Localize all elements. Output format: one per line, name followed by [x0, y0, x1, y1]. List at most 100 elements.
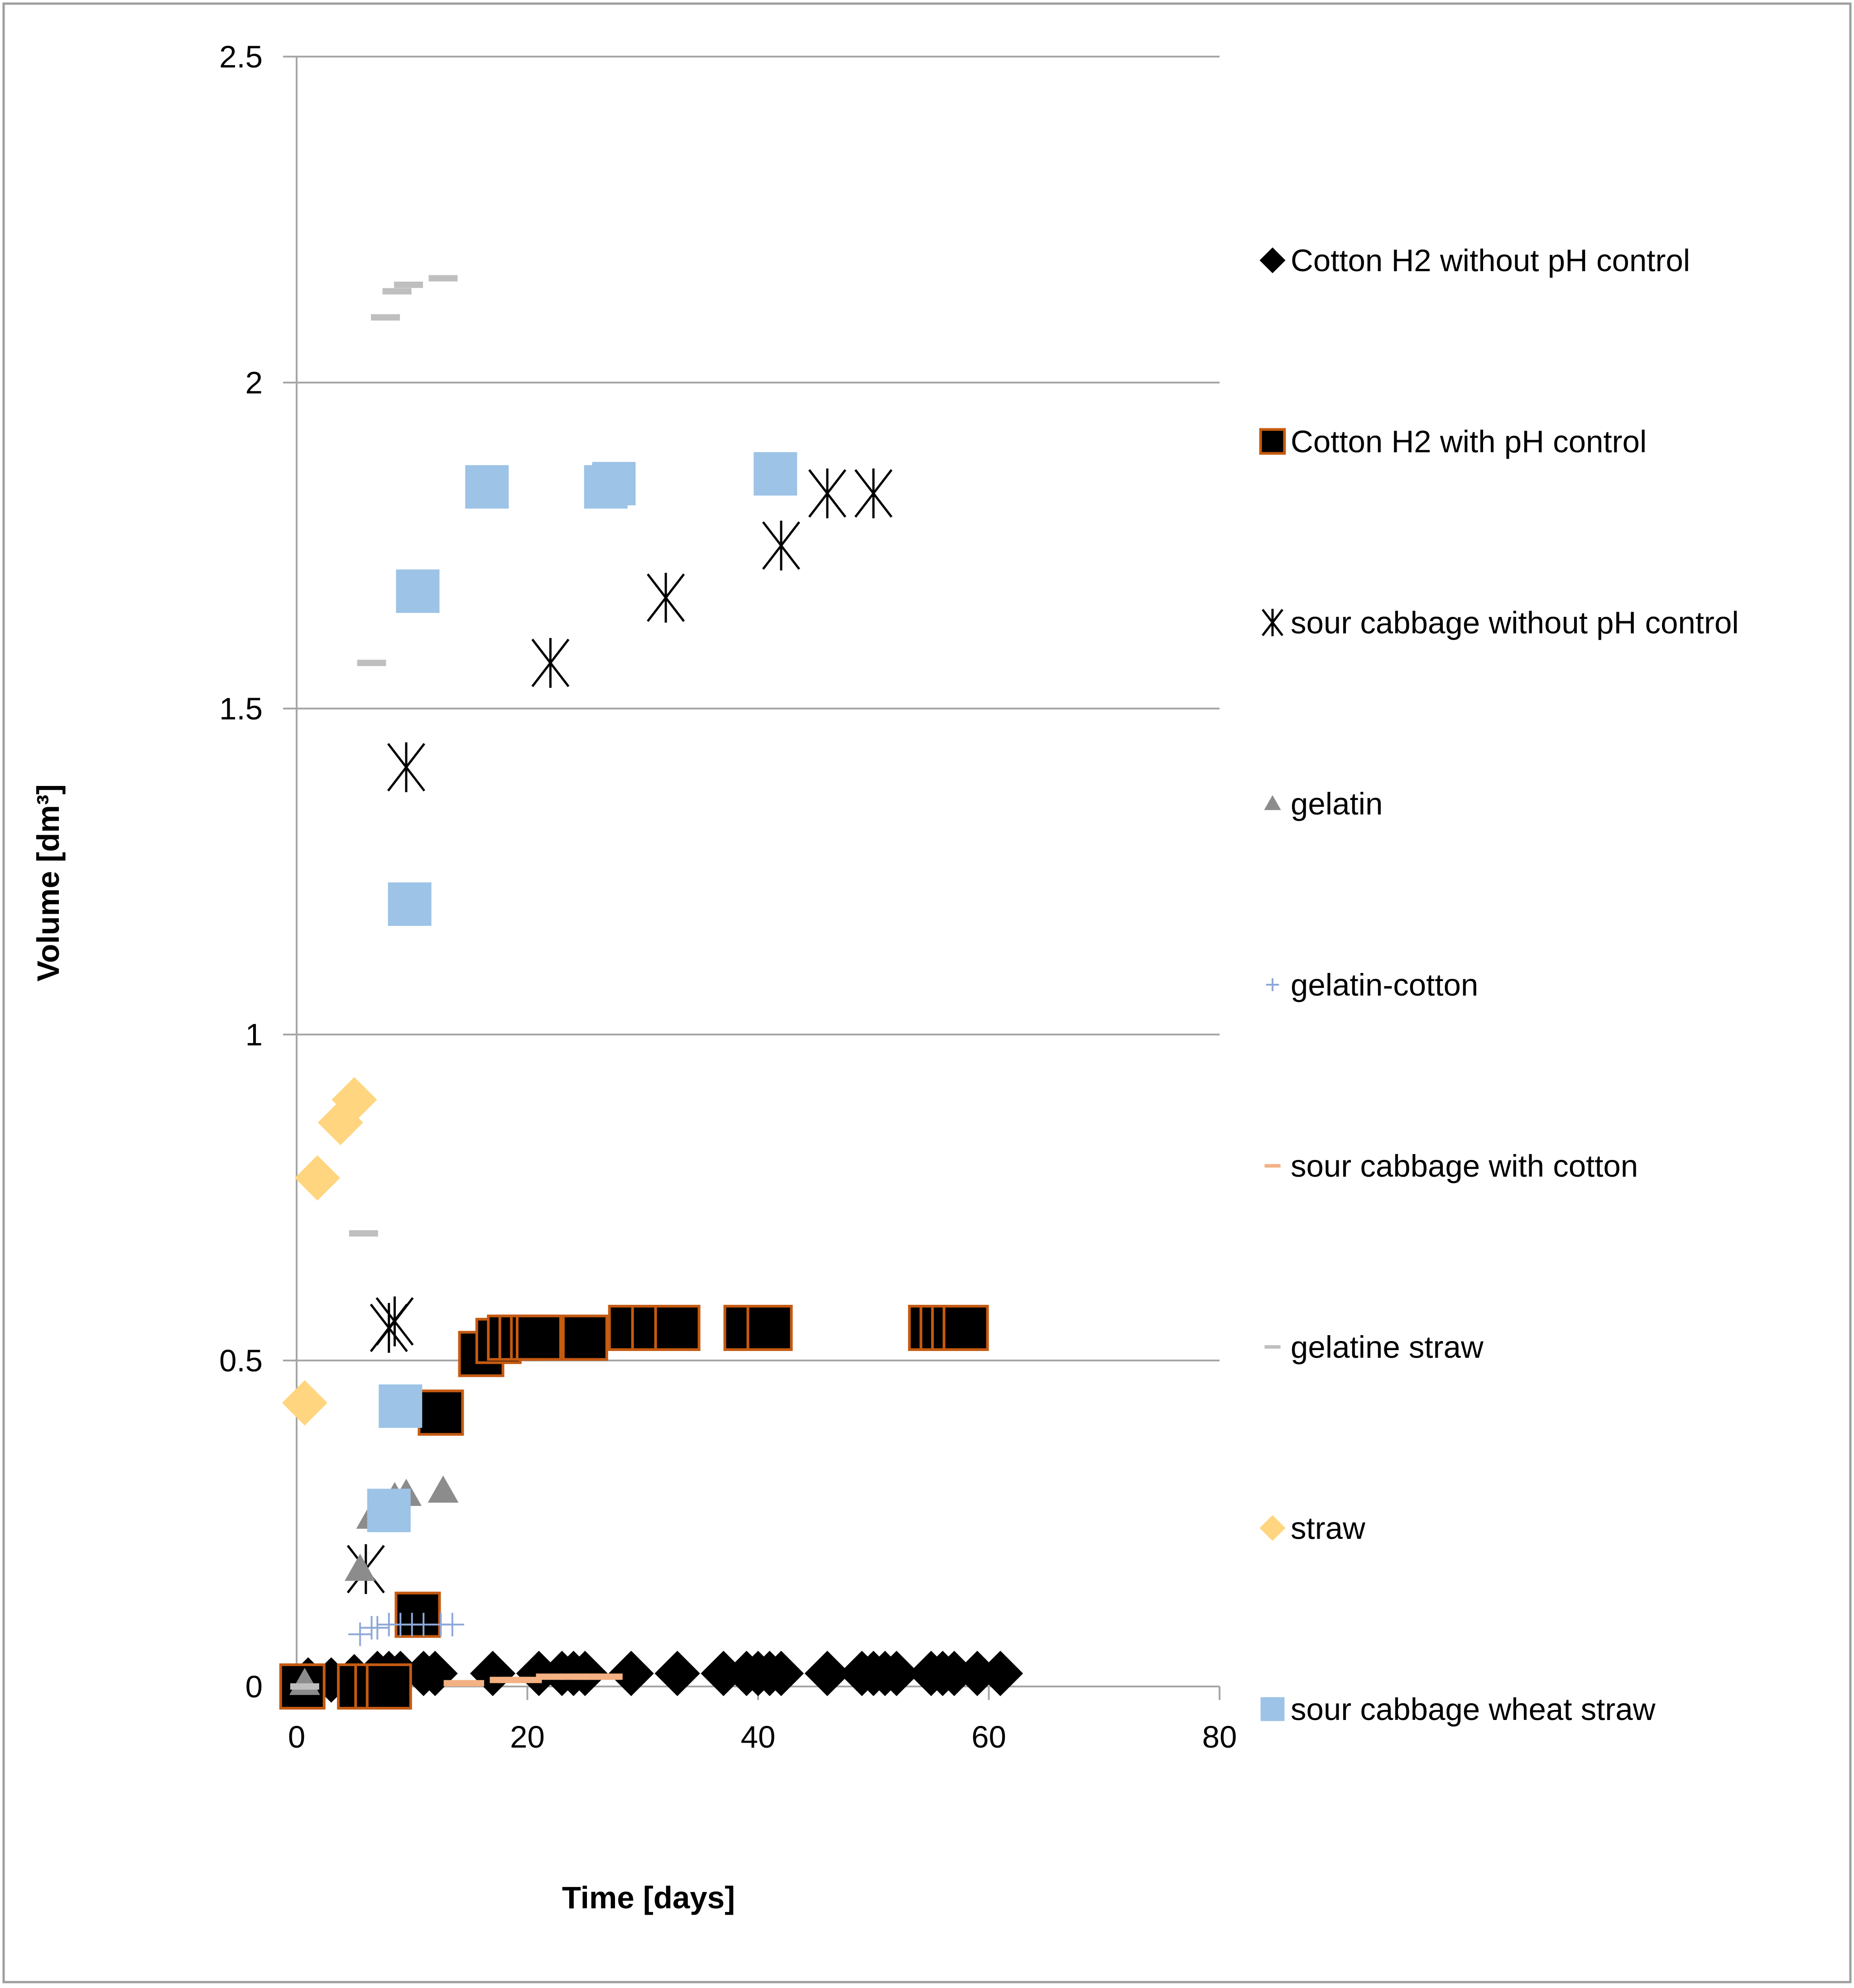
data-point — [382, 288, 412, 295]
data-point — [513, 1677, 542, 1683]
data-point — [874, 1651, 919, 1696]
legend-label: Cotton H2 without pH control — [1291, 243, 1690, 278]
data-point — [294, 1155, 340, 1201]
legend-item: gelatin-cotton — [1266, 968, 1478, 1002]
legend-marker — [1262, 608, 1283, 637]
x-axis-title: Time [days] — [562, 1880, 735, 1915]
legend-item: sour cabbage wheat straw — [1260, 1692, 1656, 1727]
data-point — [375, 1296, 414, 1346]
axes: 0 0.5 1 1.5 2 2.5 0 20 40 60 80 — [219, 39, 1237, 1754]
data-point — [608, 1651, 654, 1696]
legend-marker — [1260, 1697, 1285, 1721]
data-point — [515, 1314, 562, 1361]
series-4 — [348, 1613, 464, 1646]
y-tick-label: 1 — [245, 1017, 263, 1052]
legend-label: Cotton H2 with pH control — [1291, 424, 1647, 459]
data-point — [854, 468, 893, 518]
series-7 — [282, 1077, 377, 1426]
data-point — [394, 1591, 441, 1638]
data-point — [365, 1663, 412, 1710]
series-5 — [443, 1673, 623, 1686]
legend-marker — [1259, 247, 1286, 273]
x-tick-label: 40 — [741, 1720, 776, 1754]
data-point — [331, 1077, 377, 1123]
legend-marker — [1264, 1164, 1281, 1168]
x-tick-label: 20 — [510, 1720, 545, 1754]
data-point — [804, 1651, 850, 1696]
data-point — [531, 638, 570, 688]
data-point — [349, 1230, 378, 1237]
data-point — [654, 1305, 701, 1351]
data-point — [290, 1683, 319, 1690]
data-point — [388, 882, 432, 926]
legend-label: gelatin-cotton — [1291, 968, 1478, 1002]
data-point — [808, 468, 846, 518]
data-point — [536, 1673, 565, 1680]
data-point — [418, 1389, 464, 1436]
y-tick-label: 1.5 — [219, 691, 263, 726]
legend-item: sour cabbage with cotton — [1264, 1149, 1638, 1183]
data-point — [647, 573, 685, 623]
data-point — [371, 314, 400, 321]
series-2 — [346, 468, 893, 1594]
data-point — [562, 1314, 608, 1361]
x-tick-label: 0 — [288, 1720, 305, 1754]
gridlines — [297, 56, 1220, 1361]
data-point — [654, 1651, 700, 1696]
data-point — [427, 1475, 459, 1503]
legend-item: gelatine straw — [1264, 1330, 1484, 1365]
data-point — [394, 282, 423, 288]
data-points — [279, 275, 1023, 1710]
data-point — [592, 462, 636, 506]
y-tick-label: 2 — [245, 365, 263, 400]
data-point — [348, 1622, 372, 1646]
data-point — [455, 1680, 485, 1686]
data-point — [977, 1651, 1023, 1696]
data-point — [396, 569, 440, 613]
legend-label: sour cabbage without pH control — [1291, 605, 1739, 640]
data-point — [387, 742, 425, 792]
y-tick-label: 2.5 — [219, 39, 263, 74]
legend-item: Cotton H2 with pH control — [1259, 424, 1647, 459]
data-point — [942, 1305, 989, 1351]
series-6 — [290, 275, 458, 1690]
data-point — [345, 1553, 376, 1581]
data-point — [357, 660, 386, 666]
legend-marker — [1264, 1345, 1281, 1349]
data-point — [428, 275, 458, 282]
data-point — [465, 465, 509, 509]
x-tick-label: 80 — [1202, 1720, 1237, 1754]
data-point — [762, 521, 800, 570]
legend-item: Cotton H2 without pH control — [1259, 243, 1690, 278]
series-8 — [367, 452, 797, 1533]
legend-label: sour cabbage with cotton — [1291, 1149, 1638, 1183]
y-axis-title: Volume [dm³] — [31, 784, 66, 982]
data-point — [367, 1489, 411, 1533]
y-tick-label: 0 — [245, 1669, 263, 1704]
data-point — [440, 1613, 464, 1637]
x-tick-label: 60 — [971, 1720, 1006, 1754]
data-point — [758, 1651, 804, 1696]
legend-label: gelatin — [1291, 786, 1383, 821]
data-point — [593, 1673, 623, 1680]
legend-item: gelatin — [1264, 786, 1383, 821]
legend-item: sour cabbage without pH control — [1262, 605, 1739, 640]
legend-item: straw — [1259, 1511, 1365, 1546]
y-tick-label: 0.5 — [219, 1343, 263, 1378]
data-point — [746, 1305, 793, 1351]
legend-marker — [1259, 428, 1286, 455]
data-point — [754, 452, 797, 496]
legend-label: sour cabbage wheat straw — [1291, 1692, 1656, 1727]
data-point — [562, 1651, 608, 1696]
legend-marker — [1264, 795, 1281, 810]
data-point — [282, 1380, 327, 1426]
legend-label: straw — [1291, 1511, 1365, 1546]
data-point — [379, 1384, 423, 1428]
legend-marker — [1266, 978, 1279, 992]
legend: Cotton H2 without pH control Cotton H2 wi… — [1259, 243, 1739, 1727]
legend-label: gelatine straw — [1291, 1330, 1484, 1365]
legend-marker — [1259, 1515, 1286, 1541]
